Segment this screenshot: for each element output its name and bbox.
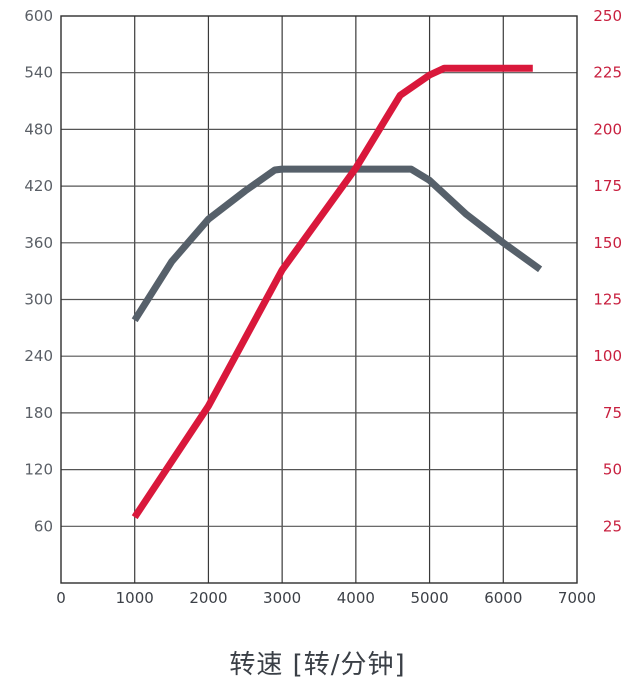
x-tick-label: 2000	[189, 589, 227, 607]
right-tick-label: 225	[593, 64, 622, 82]
right-axis-ticks: 25 50 75 100 125 150 175 200 225 250	[593, 7, 622, 535]
right-tick-label: 250	[593, 7, 622, 25]
x-tick-label: 3000	[263, 589, 301, 607]
x-axis-ticks: 0 1000 2000 3000 4000 5000 6000 7000	[56, 589, 596, 607]
right-tick-label: 175	[593, 177, 622, 195]
x-axis-title: 转速 [转/分钟]	[229, 650, 406, 680]
right-tick-label: 75	[603, 404, 622, 422]
x-tick-label: 1000	[116, 589, 154, 607]
left-tick-label: 300	[24, 291, 53, 309]
left-tick-label: 180	[24, 404, 53, 422]
left-tick-label: 360	[24, 234, 53, 252]
left-tick-label: 60	[34, 517, 53, 535]
right-tick-label: 125	[593, 291, 622, 309]
left-axis-ticks: 60 120 180 240 300 360 420 480 540 600	[24, 7, 53, 535]
right-tick-label: 100	[593, 347, 622, 365]
power-curve	[131, 64, 533, 520]
left-tick-label: 120	[24, 461, 53, 479]
x-tick-label: 0	[56, 589, 66, 607]
right-tick-label: 25	[603, 517, 622, 535]
left-tick-label: 480	[24, 120, 53, 138]
left-tick-label: 240	[24, 347, 53, 365]
right-tick-label: 200	[593, 120, 622, 138]
x-tick-label: 6000	[484, 589, 522, 607]
right-tick-label: 50	[603, 461, 622, 479]
plot-frame	[60, 15, 578, 584]
left-tick-label: 540	[24, 64, 53, 82]
right-tick-label: 150	[593, 234, 622, 252]
x-tick-label: 5000	[410, 589, 448, 607]
x-tick-label: 7000	[558, 589, 596, 607]
left-tick-label: 420	[24, 177, 53, 195]
data-series	[131, 64, 543, 520]
grid-lines	[61, 16, 577, 583]
left-tick-label: 600	[24, 7, 53, 25]
plot-border	[60, 15, 578, 584]
torque-curve	[131, 165, 543, 323]
x-tick-label: 4000	[337, 589, 375, 607]
